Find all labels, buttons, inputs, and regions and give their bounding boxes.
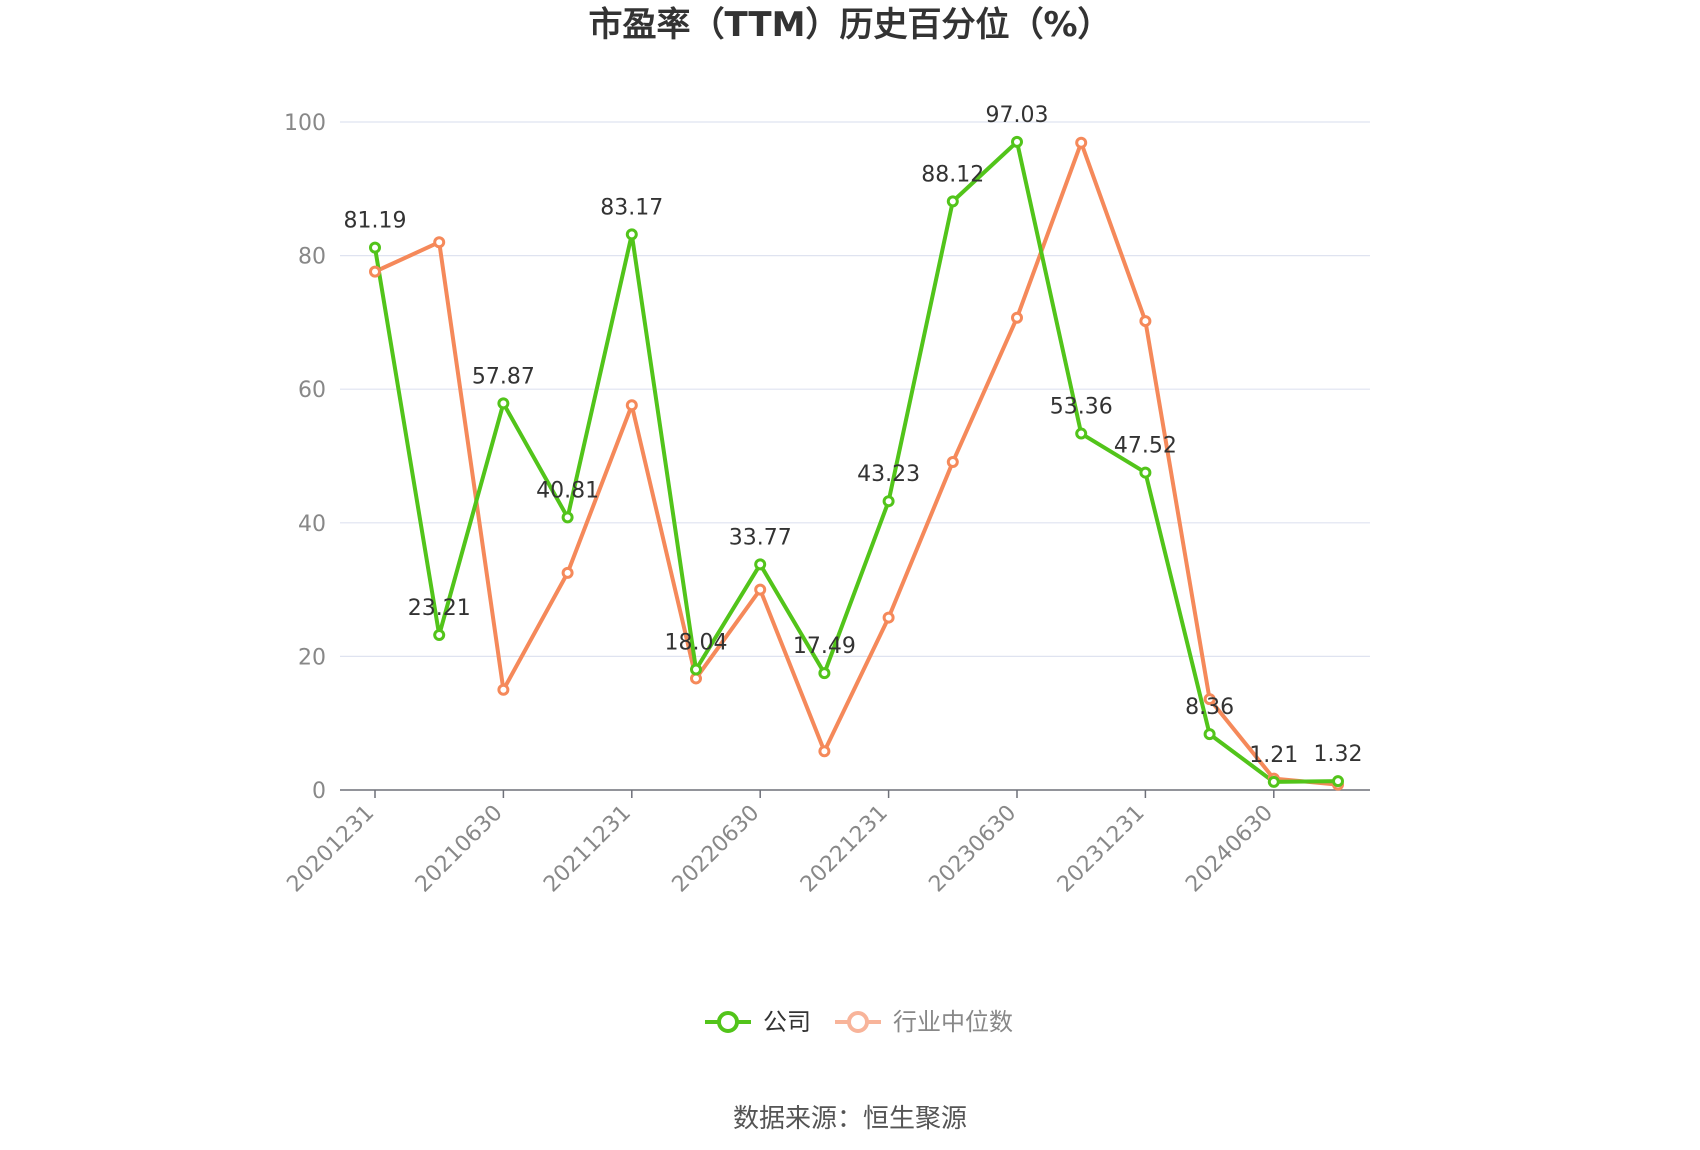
data-point xyxy=(625,228,638,241)
y-tick-label: 40 xyxy=(298,512,326,537)
y-tick-label: 20 xyxy=(298,645,326,670)
data-label: 83.17 xyxy=(600,195,663,220)
x-tick-label: 20240630 xyxy=(1181,801,1278,898)
legend-marker xyxy=(847,1011,869,1033)
x-tick-label: 20201231 xyxy=(282,801,379,898)
data-labels: 81.19 23.21 57.87 40.81 83.17 18.04 33.77 17.49… xyxy=(344,103,1363,768)
data-point xyxy=(561,566,574,579)
y-tick-label: 0 xyxy=(312,779,326,804)
legend-marker xyxy=(717,1011,739,1033)
data-label: 18.04 xyxy=(665,630,728,655)
data-point xyxy=(882,495,895,508)
x-tick-label: 20210630 xyxy=(411,801,508,898)
data-point xyxy=(1011,311,1023,324)
data-label: 8.36 xyxy=(1185,695,1234,720)
data-point xyxy=(1011,135,1023,148)
data-point xyxy=(1075,136,1088,149)
data-label: 88.12 xyxy=(921,162,984,187)
x-tick-label: 20220630 xyxy=(668,801,765,898)
source-label: 数据来源：恒生聚源 xyxy=(733,1104,967,1134)
data-point xyxy=(946,456,959,469)
y-tick-label: 60 xyxy=(298,378,326,403)
data-label: 33.77 xyxy=(729,525,792,550)
grid-lines xyxy=(340,121,1370,658)
data-point xyxy=(433,628,446,641)
y-tick-label: 80 xyxy=(298,245,326,270)
data-label: 97.03 xyxy=(986,103,1049,128)
axes: 0 20 40 60 80 100 20201231 20210630 20211231 2022… xyxy=(282,111,1370,897)
legend-label: 公司 xyxy=(763,1008,811,1036)
data-point xyxy=(625,399,638,412)
data-point xyxy=(1139,315,1152,328)
data-label: 1.32 xyxy=(1314,742,1363,767)
data-point xyxy=(497,683,510,696)
legend: 公司 行业中位数 xyxy=(705,1008,1013,1036)
data-point xyxy=(497,397,510,410)
data-label: 17.49 xyxy=(793,634,856,659)
data-point xyxy=(1203,693,1216,706)
x-tick-label: 20230630 xyxy=(924,801,1021,898)
series-line xyxy=(374,140,1339,787)
data-point xyxy=(754,583,767,596)
data-point xyxy=(433,236,446,249)
data-point xyxy=(754,558,767,571)
data-point xyxy=(1203,728,1216,741)
data-point xyxy=(1267,775,1280,788)
data-point xyxy=(690,663,702,676)
data-point xyxy=(369,265,381,278)
data-label: 23.21 xyxy=(408,596,471,621)
data-point xyxy=(818,745,831,758)
y-tick-label: 100 xyxy=(284,111,326,136)
data-label: 1.21 xyxy=(1249,743,1298,768)
data-point xyxy=(1075,427,1088,440)
series-lines xyxy=(373,139,1339,787)
data-point xyxy=(882,611,895,624)
x-tick-label: 20221231 xyxy=(796,801,893,898)
data-point xyxy=(561,511,574,524)
data-label: 43.23 xyxy=(857,462,920,487)
x-tick-label: 20211231 xyxy=(539,801,636,898)
data-point xyxy=(818,667,831,680)
data-label: 40.81 xyxy=(536,478,599,503)
x-tick-label: 20231231 xyxy=(1053,801,1150,898)
data-label: 47.52 xyxy=(1114,434,1177,459)
data-point xyxy=(1332,775,1344,788)
data-label: 53.36 xyxy=(1050,395,1113,420)
data-point xyxy=(369,241,381,254)
data-point xyxy=(946,195,959,208)
data-label: 57.87 xyxy=(472,364,535,389)
chart-title: 市盈率（TTM）历史百分位（%） xyxy=(588,5,1111,45)
series-line xyxy=(373,139,1339,784)
legend-label: 行业中位数 xyxy=(893,1008,1013,1036)
data-point xyxy=(1139,466,1152,479)
series-markers xyxy=(369,135,1344,791)
data-label: 81.19 xyxy=(344,209,407,234)
